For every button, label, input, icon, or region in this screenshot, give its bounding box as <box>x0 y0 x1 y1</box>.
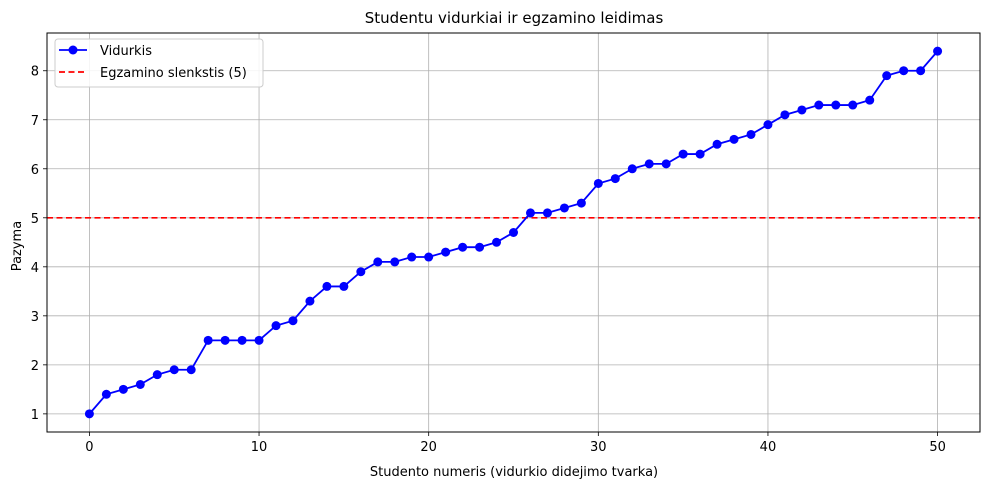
data-point <box>118 384 128 394</box>
data-point <box>390 257 400 267</box>
data-point <box>848 100 858 110</box>
y-tick-label: 1 <box>31 408 39 423</box>
y-tick-label: 6 <box>31 163 39 178</box>
data-point <box>763 120 773 130</box>
data-point <box>458 242 468 252</box>
data-point <box>661 159 671 169</box>
chart-title: Studentu vidurkiai ir egzamino leidimas <box>365 9 664 27</box>
data-point <box>220 335 230 345</box>
y-tick-label: 2 <box>31 359 39 374</box>
x-tick-label: 10 <box>251 440 268 455</box>
data-point <box>610 174 620 184</box>
data-point <box>899 66 909 76</box>
data-point <box>780 110 790 120</box>
legend: Vidurkis Egzamino slenkstis (5) <box>54 38 264 88</box>
data-point <box>84 409 94 419</box>
data-point <box>475 242 485 252</box>
data-point <box>186 365 196 375</box>
x-tick-label: 0 <box>85 440 93 455</box>
data-point <box>542 208 552 218</box>
data-point <box>695 149 705 159</box>
x-tick-label: 30 <box>590 440 607 455</box>
data-point <box>627 164 637 174</box>
data-point <box>101 389 111 399</box>
legend-box <box>54 38 264 88</box>
data-point <box>678 149 688 159</box>
x-axis-label: Studento numeris (vidurkio didejimo tvar… <box>370 465 658 480</box>
x-tick-label: 50 <box>929 440 946 455</box>
data-point <box>712 139 722 149</box>
y-axis-label: Pazymа <box>10 221 25 271</box>
data-point <box>322 281 332 291</box>
series-layer <box>84 46 943 419</box>
data-point <box>373 257 383 267</box>
data-point <box>916 66 926 76</box>
data-point <box>492 237 502 247</box>
y-tick-label: 3 <box>31 310 39 325</box>
data-point <box>729 134 739 144</box>
legend-label-threshold: Egzamino slenkstis (5) <box>100 66 247 81</box>
data-point <box>169 365 179 375</box>
x-tick-label: 40 <box>760 440 777 455</box>
data-point <box>559 203 569 213</box>
data-point <box>576 198 586 208</box>
y-tick-label: 7 <box>31 114 39 129</box>
x-axis-ticks: 0 10 20 30 40 50 <box>85 432 946 455</box>
data-point <box>933 46 943 56</box>
y-tick-label: 4 <box>31 261 39 276</box>
plot-frame <box>46 32 981 433</box>
data-point <box>644 159 654 169</box>
legend-label-vidurkis: Vidurkis <box>100 44 152 59</box>
y-tick-label: 8 <box>31 65 39 80</box>
data-point <box>288 316 298 326</box>
data-point <box>271 321 281 331</box>
data-point <box>339 281 349 291</box>
data-point <box>797 105 807 115</box>
data-point <box>424 252 434 262</box>
data-point <box>254 335 264 345</box>
data-point <box>882 71 892 81</box>
series-points <box>84 46 943 419</box>
data-point <box>237 335 247 345</box>
data-point <box>356 267 366 277</box>
data-point <box>593 178 603 188</box>
data-point <box>865 95 875 105</box>
data-point <box>407 252 417 262</box>
y-axis-ticks: 1 2 3 4 5 6 7 8 <box>31 65 47 423</box>
data-point <box>152 370 162 380</box>
y-tick-label: 5 <box>31 212 39 227</box>
data-point <box>135 379 145 389</box>
data-point <box>525 208 535 218</box>
legend-marker-vidurkis <box>68 45 78 55</box>
x-tick-label: 20 <box>420 440 437 455</box>
data-point <box>814 100 824 110</box>
data-point <box>746 129 756 139</box>
data-point <box>203 335 213 345</box>
data-point <box>509 228 518 237</box>
data-point <box>441 247 451 257</box>
data-point <box>305 296 315 306</box>
data-point <box>831 100 841 110</box>
